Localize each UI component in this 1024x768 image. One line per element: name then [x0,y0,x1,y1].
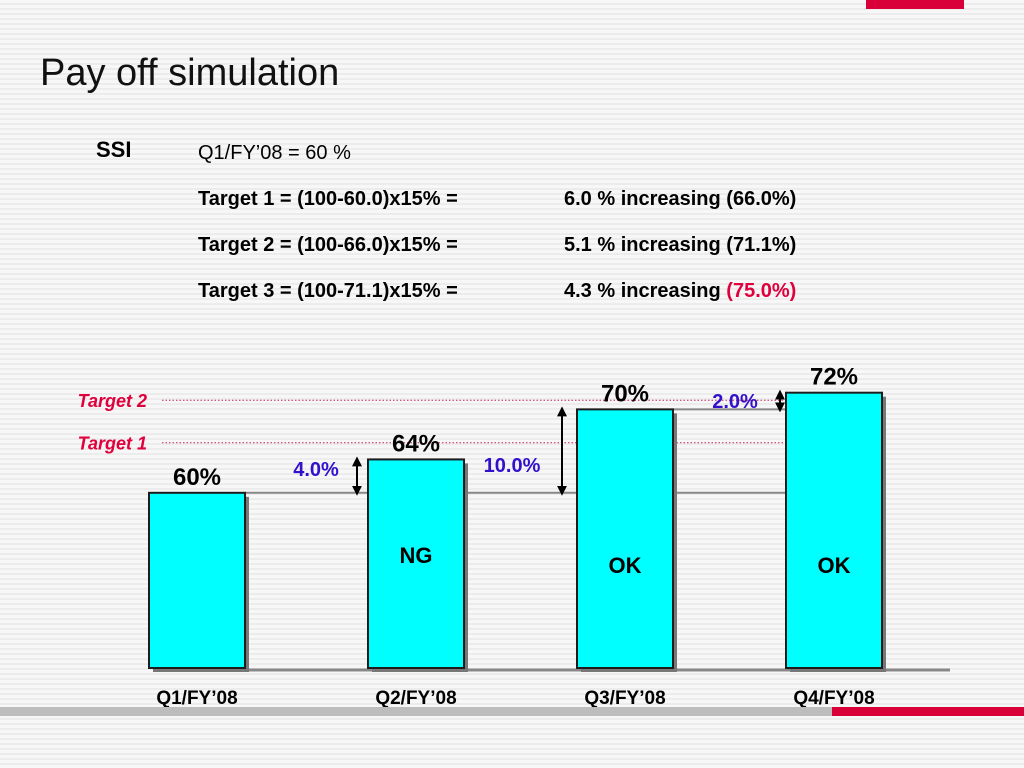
status-label-q4-fy-08: OK [818,553,851,578]
ssi-label: SSI [96,137,132,162]
x-tick-q4-fy-08: Q4/FY’08 [793,688,874,709]
top-accent-bar [866,0,964,9]
ref-label-target-2: Target 2 [78,391,147,411]
info-row-target2-result: 5.1 % increasing (71.1%) [564,234,796,257]
info-row-target1-result: 6.0 % increasing (66.0%) [564,188,796,211]
value-label-q4-fy-08: 72% [810,364,858,391]
bar-q1-fy-08 [148,491,246,669]
x-tick-q3-fy-08: Q3/FY’08 [584,688,665,709]
x-tick-q2-fy-08: Q2/FY’08 [375,688,456,709]
bottom-accent-bar [0,707,1024,716]
bar-q2-fy-08 [367,458,465,669]
x-tick-q1-fy-08: Q1/FY’08 [156,688,237,709]
diff-label-1: 4.0% [293,459,339,481]
info-row-target3-formula: Target 3 = (100-71.1)x15% = [198,280,458,302]
diff-label-2: 10.0% [484,455,541,477]
info-row-target3-result: 4.3 % increasing (75.0%) [564,280,796,303]
ref-label-target-1: Target 1 [78,434,147,454]
status-label-q3-fy-08: OK [609,553,642,578]
value-label-q1-fy-08: 60% [173,464,221,491]
bottom-accent-red-bar [832,707,1024,716]
status-label-q2-fy-08: NG [400,543,433,568]
info-row-target1-result-text: 6.0 % increasing (66.0%) [564,188,797,210]
info-row-target2-result-text: 5.1 % increasing (71.1%) [564,234,797,256]
value-label-q2-fy-08: 64% [392,430,440,457]
info-row-target2-formula: Target 2 = (100-66.0)x15% = [198,234,458,256]
value-label-q3-fy-08: 70% [601,380,649,407]
info-row-target3-highlight: (75.0%) [726,280,797,302]
bar-q4-fy-08 [785,391,883,669]
info-row-q1-formula: Q1/FY’08 = 60 % [198,142,351,164]
info-row-target1-formula: Target 1 = (100-60.0)x15% = [198,188,458,210]
page-title: Pay off simulation [40,52,340,94]
bar-q3-fy-08 [576,408,674,669]
diff-label-3: 2.0% [712,391,758,413]
info-row-target3-result-text: 4.3 % increasing [564,280,727,302]
